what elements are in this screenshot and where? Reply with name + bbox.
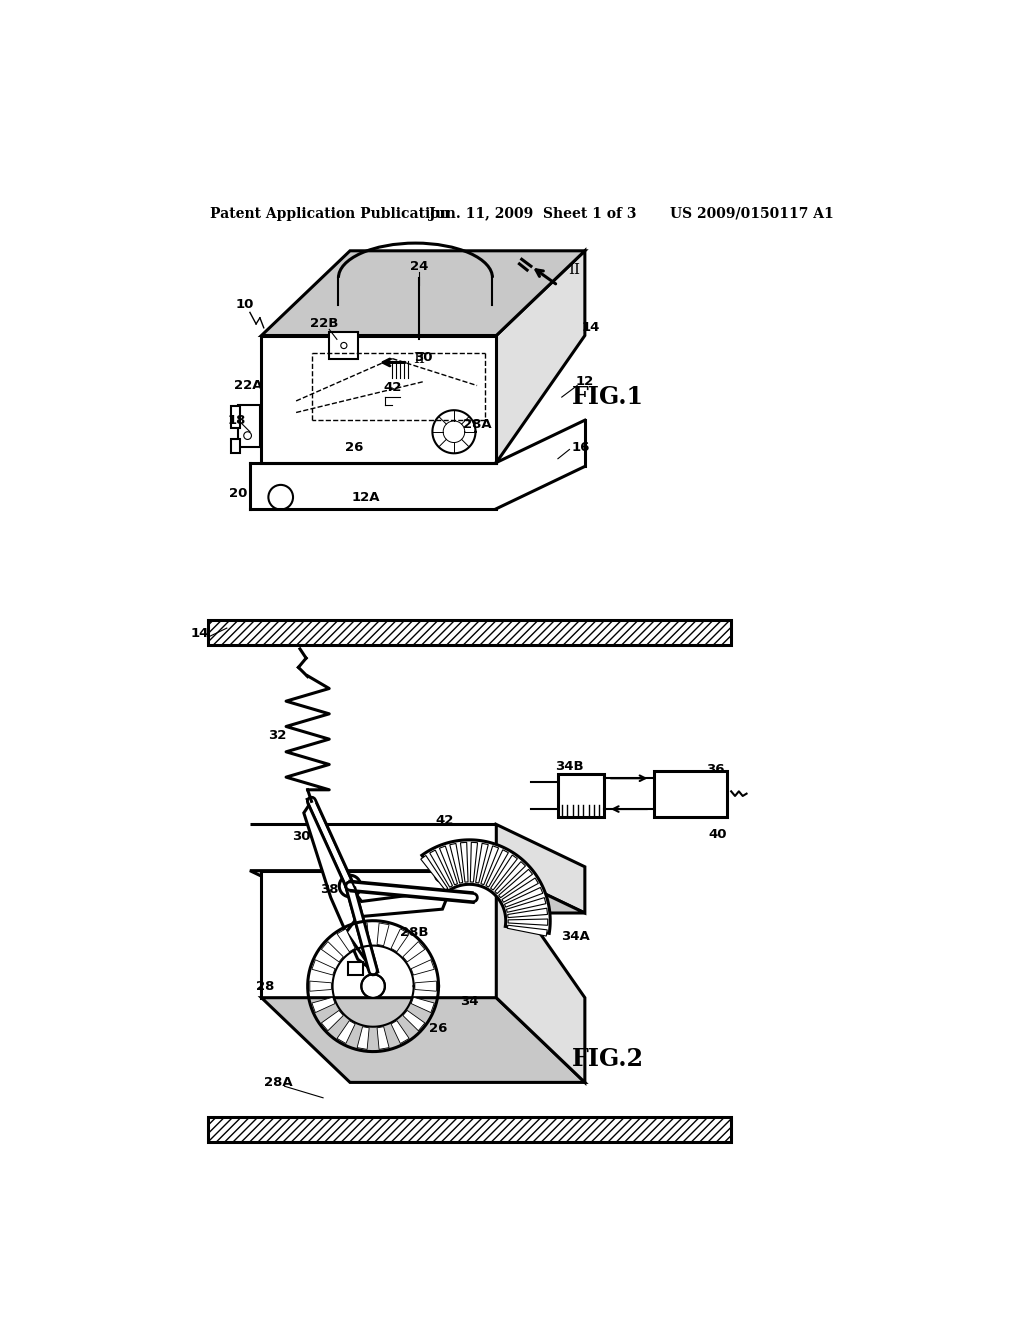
Text: 28A: 28A bbox=[463, 417, 492, 430]
Polygon shape bbox=[497, 871, 585, 1082]
Bar bbox=[230, 438, 240, 453]
Text: 18: 18 bbox=[227, 413, 246, 426]
Polygon shape bbox=[430, 850, 453, 887]
Polygon shape bbox=[261, 335, 497, 462]
Polygon shape bbox=[337, 929, 355, 952]
Text: Patent Application Publication: Patent Application Publication bbox=[210, 207, 450, 220]
Circle shape bbox=[244, 432, 252, 440]
Text: 42: 42 bbox=[383, 381, 401, 395]
Polygon shape bbox=[402, 941, 425, 962]
Text: 22B: 22B bbox=[310, 317, 339, 330]
Circle shape bbox=[435, 867, 451, 882]
Text: 34A: 34A bbox=[561, 929, 590, 942]
Polygon shape bbox=[402, 1010, 425, 1031]
Polygon shape bbox=[495, 862, 525, 894]
Text: 34B: 34B bbox=[555, 760, 584, 774]
Polygon shape bbox=[391, 1020, 410, 1044]
Polygon shape bbox=[250, 871, 585, 913]
Polygon shape bbox=[312, 960, 335, 975]
Polygon shape bbox=[322, 1010, 343, 1031]
Polygon shape bbox=[391, 929, 410, 952]
Polygon shape bbox=[508, 908, 548, 917]
Text: 40: 40 bbox=[708, 828, 727, 841]
Text: FIG.1: FIG.1 bbox=[572, 385, 644, 409]
Bar bbox=[208, 1117, 731, 1142]
Polygon shape bbox=[337, 1020, 355, 1044]
Polygon shape bbox=[310, 981, 332, 991]
Bar bbox=[230, 407, 240, 428]
Polygon shape bbox=[261, 251, 585, 335]
Text: 30: 30 bbox=[292, 829, 310, 842]
Text: 26: 26 bbox=[429, 1022, 447, 1035]
Text: 16: 16 bbox=[571, 441, 590, 454]
Polygon shape bbox=[422, 840, 550, 933]
Polygon shape bbox=[502, 878, 539, 903]
Polygon shape bbox=[439, 846, 458, 884]
Bar bbox=[348, 962, 364, 974]
Text: US 2009/0150117 A1: US 2009/0150117 A1 bbox=[670, 207, 834, 220]
Polygon shape bbox=[486, 850, 508, 887]
Text: II: II bbox=[568, 263, 580, 277]
Polygon shape bbox=[450, 843, 463, 883]
Text: 22A: 22A bbox=[234, 379, 262, 392]
Polygon shape bbox=[421, 855, 447, 890]
Polygon shape bbox=[470, 842, 477, 882]
Polygon shape bbox=[312, 998, 335, 1012]
Circle shape bbox=[361, 974, 385, 998]
Polygon shape bbox=[505, 887, 543, 907]
Polygon shape bbox=[499, 870, 532, 898]
Polygon shape bbox=[508, 919, 548, 925]
Circle shape bbox=[339, 875, 360, 896]
Text: II: II bbox=[413, 352, 425, 367]
Polygon shape bbox=[261, 998, 585, 1082]
Text: 30: 30 bbox=[414, 351, 432, 363]
Text: 12A: 12A bbox=[351, 491, 380, 504]
Text: 42: 42 bbox=[435, 814, 454, 828]
Text: 38: 38 bbox=[319, 883, 339, 896]
Bar bbox=[654, 771, 727, 817]
Polygon shape bbox=[476, 843, 488, 883]
Polygon shape bbox=[304, 801, 451, 970]
Polygon shape bbox=[322, 941, 343, 962]
Polygon shape bbox=[508, 925, 547, 936]
Bar bbox=[208, 620, 731, 645]
Polygon shape bbox=[415, 981, 436, 991]
Text: 28B: 28B bbox=[399, 925, 428, 939]
Text: 12: 12 bbox=[575, 375, 594, 388]
Polygon shape bbox=[481, 846, 499, 884]
Text: 32: 32 bbox=[267, 730, 286, 742]
Text: 28: 28 bbox=[256, 979, 274, 993]
Text: 20: 20 bbox=[229, 487, 248, 500]
Text: FIG.2: FIG.2 bbox=[572, 1047, 644, 1072]
Polygon shape bbox=[377, 1027, 389, 1049]
Polygon shape bbox=[377, 923, 389, 945]
Bar bbox=[558, 775, 604, 817]
Text: 24: 24 bbox=[411, 260, 428, 273]
Text: 14: 14 bbox=[190, 627, 209, 640]
Text: 28A: 28A bbox=[264, 1076, 293, 1089]
Polygon shape bbox=[261, 871, 497, 998]
Polygon shape bbox=[412, 960, 434, 975]
Text: Jun. 11, 2009  Sheet 1 of 3: Jun. 11, 2009 Sheet 1 of 3 bbox=[429, 207, 637, 220]
Circle shape bbox=[346, 882, 354, 890]
Polygon shape bbox=[490, 855, 517, 890]
Text: 34: 34 bbox=[460, 995, 478, 1008]
Circle shape bbox=[341, 342, 347, 348]
Polygon shape bbox=[461, 842, 468, 882]
Circle shape bbox=[268, 484, 293, 510]
Text: 26: 26 bbox=[345, 441, 364, 454]
Bar bbox=[330, 331, 358, 359]
Polygon shape bbox=[412, 998, 434, 1012]
Polygon shape bbox=[357, 923, 370, 945]
Text: 36: 36 bbox=[707, 763, 725, 776]
Polygon shape bbox=[357, 1027, 370, 1049]
Polygon shape bbox=[507, 898, 546, 912]
Polygon shape bbox=[497, 825, 585, 913]
Polygon shape bbox=[497, 251, 585, 462]
Text: 10: 10 bbox=[236, 298, 254, 312]
Bar bbox=[239, 405, 260, 447]
Text: 14: 14 bbox=[582, 321, 600, 334]
